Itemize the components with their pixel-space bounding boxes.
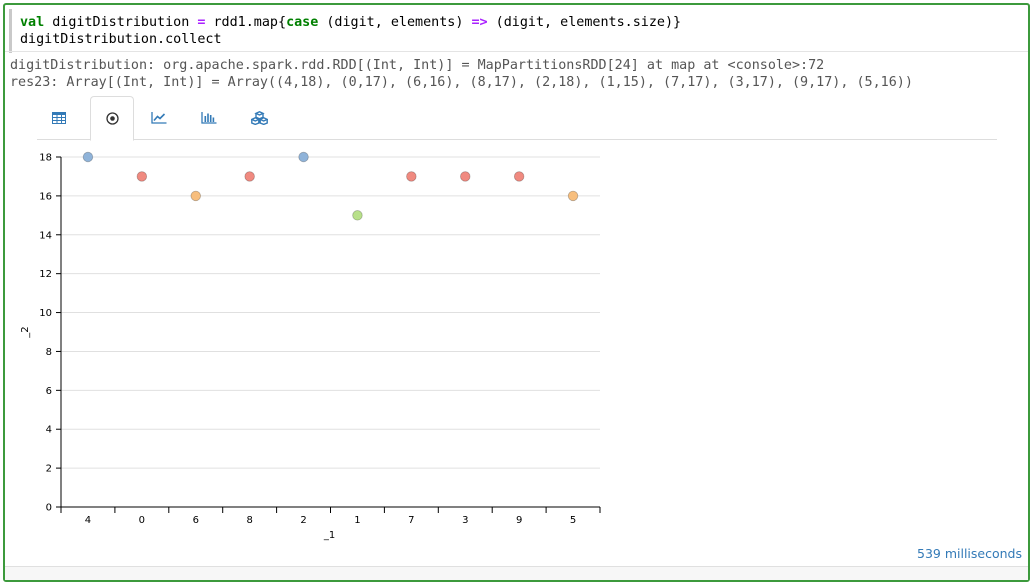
tab-bar-chart[interactable] [187, 96, 231, 140]
notebook-cell[interactable]: val digitDistribution = rdd1.map{case (d… [3, 3, 1030, 582]
y-tick-label: 18 [39, 153, 52, 164]
cubes-icon [250, 111, 268, 125]
x-tick-label: 3 [462, 515, 468, 526]
tab-cubes[interactable] [237, 96, 281, 140]
table-icon [52, 112, 66, 124]
x-tick-label: 0 [139, 515, 145, 526]
execution-time: 539 milliseconds [917, 546, 1022, 561]
line-chart-icon [151, 112, 167, 124]
scatter-icon [105, 112, 119, 125]
code-line-1: val digitDistribution = rdd1.map{case (d… [20, 14, 681, 31]
y-tick-label: 4 [46, 425, 52, 436]
code-expression: (digit, elements.size)} [487, 15, 682, 30]
keyword-val: val [20, 15, 45, 30]
y-axis-label: _2 [20, 326, 31, 338]
y-tick-label: 8 [46, 347, 52, 358]
x-tick-label: 1 [354, 515, 360, 526]
x-tick-label: 4 [85, 515, 91, 526]
keyword-case: case [286, 15, 319, 30]
data-point [460, 171, 471, 182]
data-point [352, 210, 363, 221]
code-expression: (digit, elements) [318, 15, 472, 30]
code-output-divider [5, 51, 1028, 52]
x-tick-label: 9 [516, 515, 522, 526]
y-tick-label: 14 [39, 230, 52, 241]
output-line-1: digitDistribution: org.apache.spark.rdd.… [10, 58, 825, 73]
data-point [136, 171, 148, 182]
operator-assign: = [197, 15, 206, 30]
data-point [567, 190, 579, 202]
tab-table[interactable] [37, 96, 81, 140]
operator-arrow: => [471, 15, 488, 30]
y-tick-label: 6 [46, 386, 52, 397]
output-line-2: res23: Array[(Int, Int)] = Array((4,18),… [10, 75, 913, 90]
tab-line-chart[interactable] [137, 96, 181, 140]
code-editor[interactable]: val digitDistribution = rdd1.map{case (d… [9, 9, 1028, 53]
x-axis-label: _1 [323, 530, 335, 541]
y-tick-label: 2 [46, 464, 52, 475]
code-line-2: digitDistribution.collect [20, 32, 222, 47]
x-tick-label: 2 [300, 515, 306, 526]
bar-chart-icon [201, 112, 217, 124]
data-point [298, 151, 309, 163]
x-tick-label: 5 [570, 515, 576, 526]
y-tick-label: 12 [39, 269, 52, 280]
y-tick-label: 16 [39, 191, 52, 202]
x-tick-label: 8 [246, 515, 252, 526]
data-point [244, 171, 255, 182]
tab-scatter[interactable] [90, 96, 134, 141]
y-tick-label: 10 [39, 308, 52, 319]
y-tick-label: 0 [46, 503, 52, 514]
scatter-chart: 0 2 4 6 8 10 12 14 16 18 4 0 6 8 2 1 7 3 9 5 _1 _2 [20, 151, 601, 541]
chart-type-tabs [37, 96, 997, 141]
data-point [82, 151, 94, 163]
data-point [513, 171, 525, 182]
x-tick-label: 7 [408, 515, 414, 526]
code-identifier: digitDistribution [44, 15, 198, 30]
data-point [406, 171, 417, 182]
cell-footer [5, 566, 1028, 580]
x-tick-label: 6 [193, 515, 199, 526]
data-point [190, 190, 201, 202]
code-expression: rdd1.map{ [205, 15, 287, 30]
